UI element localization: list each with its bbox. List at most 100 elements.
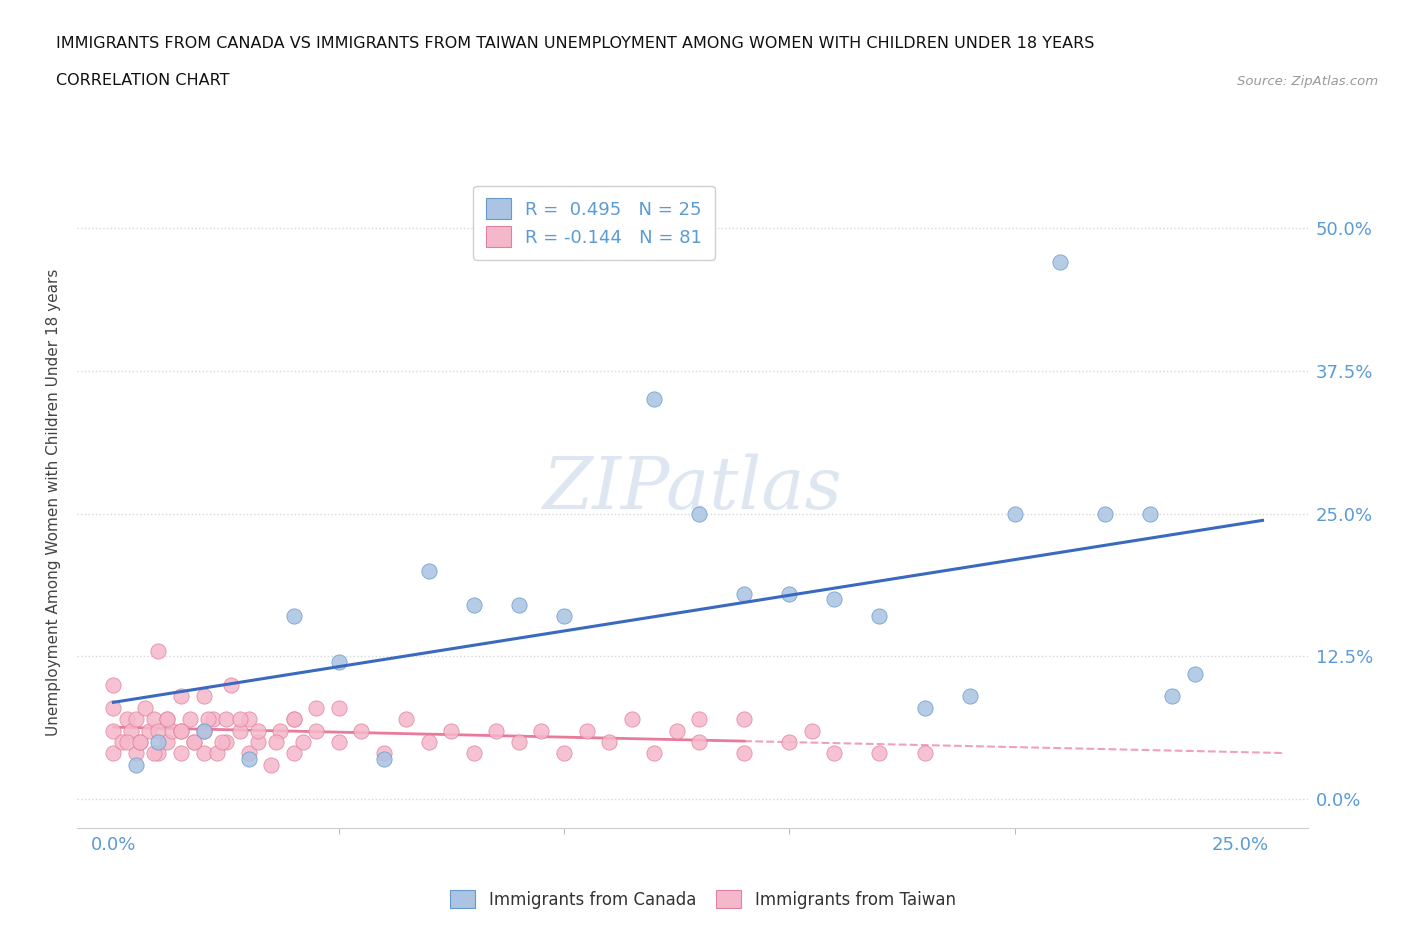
Point: [156, 711, 179, 726]
Text: IMMIGRANTS FROM CANADA VS IMMIGRANTS FROM TAIWAN UNEMPLOYMENT AMONG WOMEN WITH C: IMMIGRANTS FROM CANADA VS IMMIGRANTS FRO…: [56, 36, 1095, 51]
Point: [1094, 506, 1116, 521]
Point: [291, 735, 314, 750]
Point: [418, 735, 440, 750]
Point: [575, 724, 598, 738]
Point: [1161, 689, 1184, 704]
Point: [665, 724, 688, 738]
Point: [219, 677, 242, 692]
Point: [246, 724, 269, 738]
Point: [260, 757, 283, 772]
Point: [138, 724, 160, 738]
Point: [485, 724, 508, 738]
Point: [959, 689, 981, 704]
Point: [197, 711, 219, 726]
Point: [440, 724, 463, 738]
Point: [142, 711, 165, 726]
Point: [283, 711, 305, 726]
Point: [215, 735, 238, 750]
Point: [620, 711, 643, 726]
Point: [395, 711, 418, 726]
Point: [228, 711, 250, 726]
Point: [179, 711, 201, 726]
Point: [688, 506, 710, 521]
Point: [125, 711, 148, 726]
Point: [508, 735, 530, 750]
Point: [823, 591, 845, 606]
Point: [418, 564, 440, 578]
Text: Source: ZipAtlas.com: Source: ZipAtlas.com: [1237, 75, 1378, 88]
Point: [103, 724, 125, 738]
Point: [156, 735, 179, 750]
Point: [246, 735, 269, 750]
Point: [170, 689, 193, 704]
Point: [193, 689, 215, 704]
Point: [328, 735, 350, 750]
Legend: R =  0.495   N = 25, R = -0.144   N = 81: R = 0.495 N = 25, R = -0.144 N = 81: [472, 186, 716, 260]
Point: [688, 735, 710, 750]
Point: [373, 751, 395, 766]
Point: [305, 700, 328, 715]
Point: [1184, 666, 1206, 681]
Point: [148, 746, 170, 761]
Point: [914, 746, 936, 761]
Point: [463, 746, 485, 761]
Point: [183, 735, 205, 750]
Point: [1139, 506, 1161, 521]
Point: [350, 724, 373, 738]
Point: [800, 724, 823, 738]
Point: [508, 598, 530, 613]
Legend: Immigrants from Canada, Immigrants from Taiwan: Immigrants from Canada, Immigrants from …: [441, 882, 965, 917]
Point: [643, 392, 665, 406]
Point: [170, 724, 193, 738]
Point: [170, 724, 193, 738]
Point: [643, 746, 665, 761]
Point: [283, 711, 305, 726]
Point: [125, 746, 148, 761]
Point: [156, 711, 179, 726]
Point: [328, 700, 350, 715]
Point: [129, 735, 152, 750]
Point: [1049, 255, 1071, 270]
Point: [305, 724, 328, 738]
Point: [283, 609, 305, 624]
Point: [778, 735, 800, 750]
Point: [264, 735, 287, 750]
Point: [328, 655, 350, 670]
Point: [733, 746, 755, 761]
Point: [201, 711, 224, 726]
Point: [869, 746, 891, 761]
Point: [103, 746, 125, 761]
Point: [238, 746, 260, 761]
Point: [530, 724, 553, 738]
Point: [193, 724, 215, 738]
Point: [914, 700, 936, 715]
Y-axis label: Unemployment Among Women with Children Under 18 years: Unemployment Among Women with Children U…: [45, 269, 60, 736]
Point: [193, 724, 215, 738]
Point: [103, 677, 125, 692]
Point: [228, 724, 250, 738]
Point: [778, 586, 800, 601]
Point: [733, 586, 755, 601]
Point: [160, 724, 183, 738]
Point: [463, 598, 485, 613]
Point: [134, 700, 156, 715]
Point: [823, 746, 845, 761]
Point: [111, 735, 134, 750]
Point: [115, 711, 138, 726]
Point: [142, 746, 165, 761]
Point: [205, 746, 228, 761]
Point: [733, 711, 755, 726]
Point: [148, 735, 170, 750]
Point: [183, 735, 205, 750]
Point: [238, 751, 260, 766]
Point: [148, 724, 170, 738]
Point: [125, 757, 148, 772]
Point: [120, 724, 142, 738]
Point: [129, 735, 152, 750]
Point: [283, 746, 305, 761]
Point: [553, 746, 575, 761]
Point: [869, 609, 891, 624]
Point: [211, 735, 233, 750]
Point: [598, 735, 620, 750]
Point: [215, 711, 238, 726]
